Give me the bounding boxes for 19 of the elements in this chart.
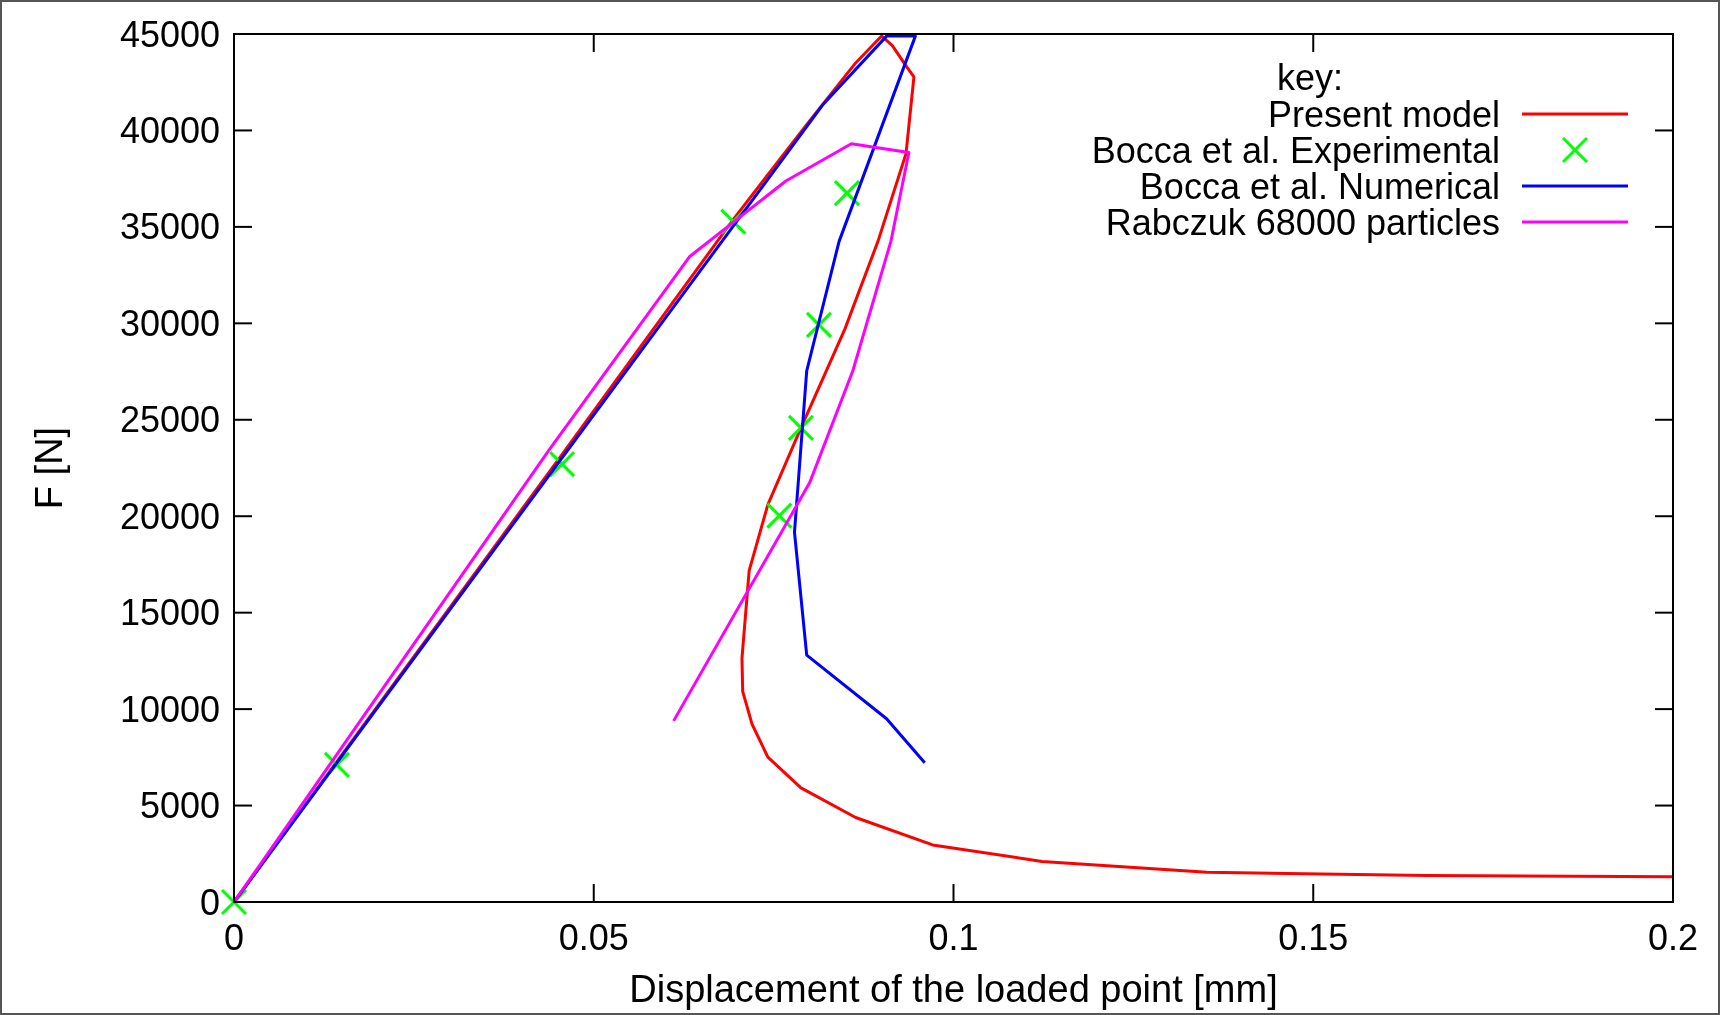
y-tick-label: 15000 [119,592,220,634]
y-tick-label: 20000 [119,495,220,537]
y-tick-label: 25000 [119,399,220,441]
y-axis-title: F [N] [28,426,70,510]
legend-label: Rabczuk 68000 particles [1105,201,1500,243]
y-tick-label: 0 [199,881,220,923]
y-tick-label: 35000 [119,206,220,248]
x-tick-label: 0.05 [558,917,629,958]
x-axis-title: Displacement of the loaded point [mm] [629,968,1278,1010]
x-tick-label: 0.2 [1647,917,1699,958]
x-tick-label: 0.15 [1278,917,1349,958]
x-tick-label: 0 [223,917,245,958]
y-tick-label: 10000 [119,688,220,730]
y-tick-label: 5000 [139,785,220,827]
legend-label: Bocca et al. Experimental [1091,129,1500,171]
y-tick-label: 30000 [119,302,220,344]
y-tick-label: 45000 [119,13,220,55]
y-tick-label: 40000 [119,110,220,152]
x-tick-label: 0.1 [928,917,979,958]
